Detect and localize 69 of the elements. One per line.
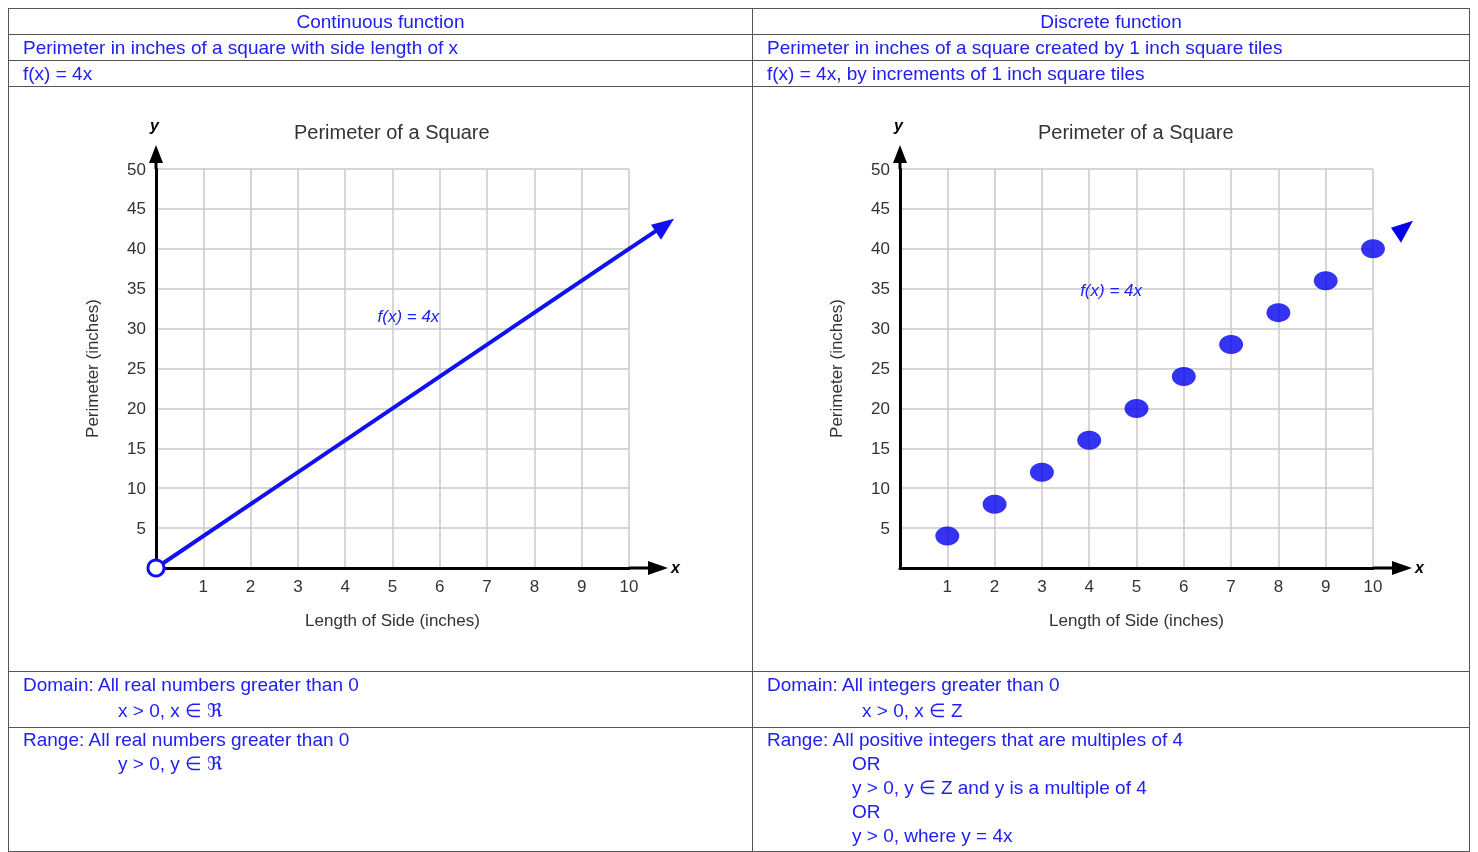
y-tick-label: 5 (880, 518, 890, 538)
y-tick-label: 30 (127, 319, 146, 339)
text: x (670, 558, 681, 576)
y-tick-label: 45 (871, 199, 890, 219)
text: Perimeter in inches of a square created by 1 inch square tiles (753, 35, 1469, 61)
x-tick-label: 9 (576, 577, 587, 596)
x-tick-label: 7 (482, 577, 492, 596)
x-tick-label: 1 (942, 577, 953, 596)
text: f(x) = 4x, by increments of 1 inch square tiles (753, 61, 1469, 87)
y-tick-label: 40 (871, 239, 890, 259)
x-axis-title: Length of Side (inches) (1049, 611, 1224, 630)
x-tick-label: 3 (293, 577, 303, 596)
text: Continuous function (9, 9, 752, 35)
text: OR (851, 800, 882, 824)
y-tick-label: 40 (127, 239, 146, 259)
x-tick-label: 3 (1037, 577, 1047, 596)
y-tick-label: 25 (871, 359, 890, 378)
text: Discrete function (753, 9, 1469, 35)
text: Domain: All real numbers greater than 0 (23, 673, 360, 697)
y-tick-label: 35 (871, 279, 890, 299)
x-tick-label: 8 (1273, 577, 1284, 596)
y-axis-title: Perimeter (inches) (83, 299, 102, 438)
y-tick-label: 15 (871, 438, 890, 458)
text: x > 0, x ∈ ℜ (117, 699, 224, 723)
x-tick-label: 2 (245, 577, 256, 596)
y-tick-label: 25 (127, 359, 146, 378)
text: y > 0, y ∈ ℜ (117, 752, 224, 776)
text: y > 0, y ∈ Z and y is a multiple of 4 (851, 776, 1148, 800)
text: OR (851, 752, 882, 776)
y-tick-label: 45 (127, 199, 146, 219)
x-tick-label: 10 (619, 577, 639, 596)
x-tick-label: 1 (198, 577, 209, 596)
x-tick-label: 4 (340, 577, 350, 596)
text: Range: All positive integers that are multiples of 4 (767, 728, 1185, 752)
text: x > 0, x ∈ Z (861, 699, 964, 723)
y-tick-label: 10 (127, 478, 146, 498)
text: f(x) = 4x (9, 61, 752, 87)
x-tick-label: 6 (435, 577, 445, 596)
text: f(x) = 4x (1080, 281, 1143, 301)
text: Perimeter in inches of a square with side length of x (9, 35, 752, 61)
x-axis-title: Length of Side (inches) (305, 611, 480, 630)
chart-title: Perimeter of a Square (294, 121, 490, 143)
x-tick-label: 9 (1320, 577, 1331, 596)
y-tick-label: 35 (127, 279, 146, 299)
y-tick-label: 15 (127, 438, 146, 458)
x-tick-label: 6 (1179, 577, 1189, 596)
y-tick-label: 30 (871, 319, 890, 339)
text: y (149, 116, 160, 134)
y-tick-label: 20 (871, 398, 890, 418)
text: y (893, 116, 904, 134)
x-tick-label: 7 (1226, 577, 1236, 596)
y-tick-label: 50 (127, 159, 146, 179)
y-axis-title: Perimeter (inches) (827, 299, 846, 438)
y-tick-label: 10 (871, 478, 890, 498)
x-tick-label: 8 (529, 577, 540, 596)
text: f(x) = 4x (377, 307, 440, 327)
x-tick-label: 10 (1363, 577, 1383, 596)
text: Domain: All integers greater than 0 (767, 673, 1061, 697)
y-tick-label: 5 (136, 518, 146, 538)
y-tick-label: 20 (127, 398, 146, 418)
x-tick-label: 5 (1131, 577, 1142, 596)
x-tick-label: 5 (387, 577, 398, 596)
x-tick-label: 2 (989, 577, 1000, 596)
text: x (1414, 558, 1425, 576)
x-tick-label: 4 (1084, 577, 1094, 596)
y-tick-label: 50 (871, 159, 890, 179)
text: y > 0, where y = 4x (851, 824, 1014, 848)
chart-title: Perimeter of a Square (1038, 121, 1234, 143)
text: Range: All real numbers greater than 0 (23, 728, 351, 752)
